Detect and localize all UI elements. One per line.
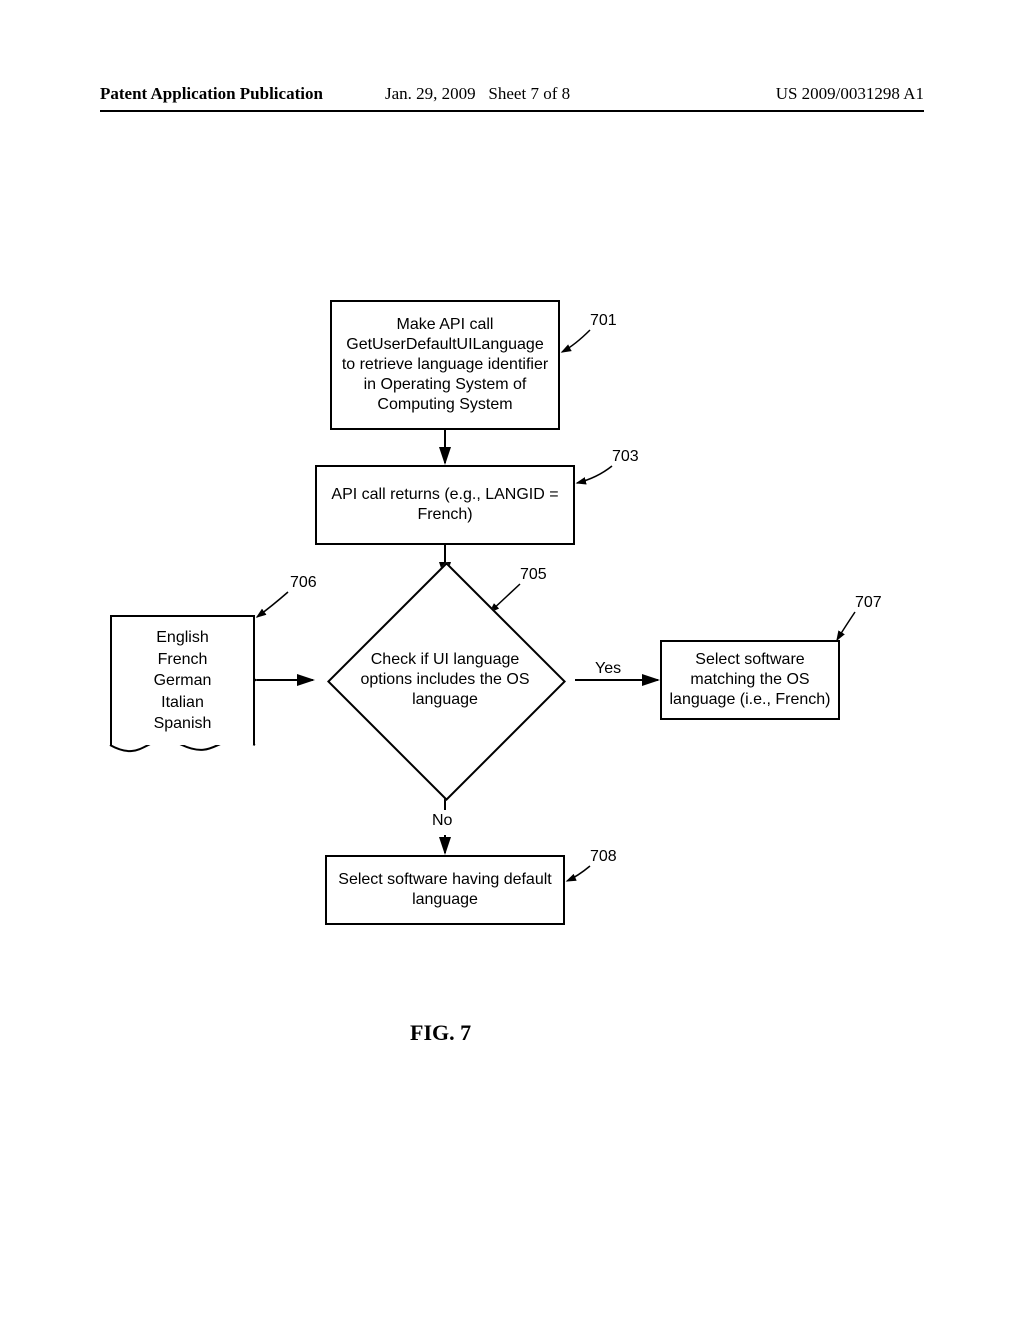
ref-705: 705 [520, 566, 547, 584]
node-703-text: API call returns (e.g., LANGID = French) [323, 485, 567, 525]
node-701: Make API call GetUserDefaultUILanguage t… [330, 300, 560, 430]
flowchart: Make API call GetUserDefaultUILanguage t… [0, 0, 1024, 1320]
list-item: Spanish [124, 713, 241, 735]
ref-703: 703 [612, 448, 639, 466]
node-706: English French German Italian Spanish [110, 615, 255, 745]
list-item: English [124, 627, 241, 649]
list-item: German [124, 670, 241, 692]
node-701-text: Make API call GetUserDefaultUILanguage t… [338, 315, 552, 415]
node-707: Select software matching the OS language… [660, 640, 840, 720]
node-708-text: Select software having default language [333, 870, 557, 910]
ref-706: 706 [290, 574, 317, 592]
ref-701: 701 [590, 312, 617, 330]
node-708: Select software having default language [325, 855, 565, 925]
node-703: API call returns (e.g., LANGID = French) [315, 465, 575, 545]
node-707-text: Select software matching the OS language… [668, 650, 832, 710]
node-705: Check if UI language options includes th… [355, 590, 535, 770]
edge-label-no: No [432, 812, 452, 830]
edge-label-yes: Yes [595, 660, 621, 678]
list-item: Italian [124, 692, 241, 714]
figure-caption: FIG. 7 [410, 1020, 471, 1046]
page: Patent Application Publication Jan. 29, … [0, 0, 1024, 1320]
ref-707: 707 [855, 594, 882, 612]
list-item: French [124, 649, 241, 671]
ref-708: 708 [590, 848, 617, 866]
node-705-text: Check if UI language options includes th… [345, 650, 545, 710]
